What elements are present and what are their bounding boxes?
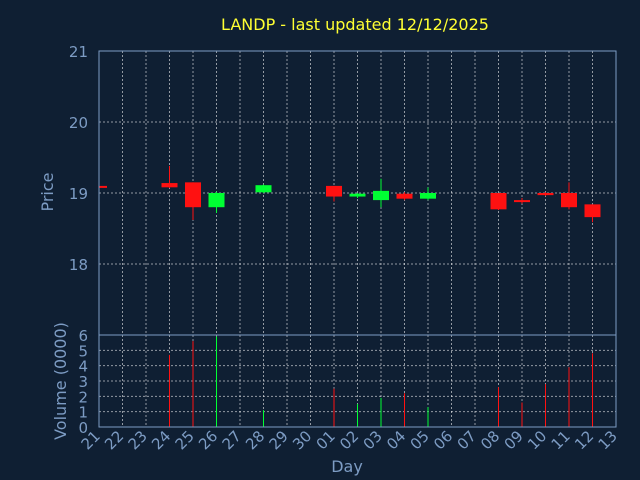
x-tick-label: 02 bbox=[336, 427, 362, 453]
chart-title: LANDP - last updated 12/12/2025 bbox=[221, 15, 489, 34]
grid-layer bbox=[99, 51, 616, 427]
candle-body bbox=[185, 182, 201, 208]
candle-body bbox=[208, 193, 225, 208]
x-tick-label: 29 bbox=[266, 427, 292, 453]
x-tick-label: 13 bbox=[595, 427, 621, 453]
x-tick-label: 22 bbox=[101, 427, 127, 453]
x-tick-label: 10 bbox=[524, 427, 550, 453]
x-tick-label: 11 bbox=[548, 427, 574, 453]
x-tick-label: 06 bbox=[430, 427, 456, 453]
candle-body bbox=[561, 193, 577, 208]
x-tick-label: 01 bbox=[313, 427, 339, 453]
candle-body bbox=[514, 200, 530, 203]
x-axis-label: Day bbox=[331, 457, 363, 476]
volume-tick-label: 4 bbox=[78, 358, 88, 376]
x-tick-label: 30 bbox=[289, 427, 315, 453]
x-tick-label: 24 bbox=[148, 427, 174, 453]
x-tick-label: 27 bbox=[219, 427, 245, 453]
x-tick-label: 08 bbox=[477, 427, 503, 453]
volume-tick-label: 1 bbox=[78, 404, 88, 422]
volume-tick-label: 2 bbox=[78, 388, 88, 406]
tick-labels-layer: 1819202101234562122232425262728293001020… bbox=[69, 43, 621, 453]
candle-body bbox=[161, 183, 178, 188]
candle-body bbox=[99, 185, 107, 188]
x-tick-label: 23 bbox=[125, 427, 151, 453]
x-tick-label: 04 bbox=[383, 427, 409, 453]
x-tick-label: 09 bbox=[501, 427, 527, 453]
volume-panel-frame bbox=[98, 334, 617, 428]
candle-body bbox=[349, 193, 366, 197]
volume-tick-label: 5 bbox=[78, 342, 88, 360]
x-tick-label: 07 bbox=[454, 427, 480, 453]
x-tick-label: 28 bbox=[242, 427, 268, 453]
candle-body bbox=[490, 193, 507, 210]
volume-tick-label: 6 bbox=[78, 327, 88, 345]
volume-tick-label: 3 bbox=[78, 373, 88, 391]
candle-body bbox=[584, 204, 601, 218]
volume-axis-label: Volume (0000) bbox=[51, 322, 70, 440]
price-axis-label: Price bbox=[38, 172, 57, 211]
candle-body bbox=[326, 185, 342, 197]
candle-body bbox=[255, 185, 272, 193]
x-tick-label: 26 bbox=[195, 427, 221, 453]
x-tick-label: 12 bbox=[571, 427, 597, 453]
marks-layer bbox=[98, 166, 601, 427]
x-tick-label: 05 bbox=[407, 427, 433, 453]
candle-body bbox=[396, 193, 413, 199]
candle-body bbox=[373, 190, 389, 201]
candle-body bbox=[537, 193, 554, 196]
price-tick-label: 18 bbox=[69, 256, 88, 274]
price-tick-label: 19 bbox=[69, 185, 88, 203]
price-tick-label: 21 bbox=[69, 43, 88, 61]
x-tick-label: 25 bbox=[172, 427, 198, 453]
price-tick-label: 20 bbox=[69, 114, 88, 132]
candle-body bbox=[420, 193, 436, 199]
volume-tick-label: 0 bbox=[78, 419, 88, 437]
x-tick-label: 03 bbox=[360, 427, 386, 453]
